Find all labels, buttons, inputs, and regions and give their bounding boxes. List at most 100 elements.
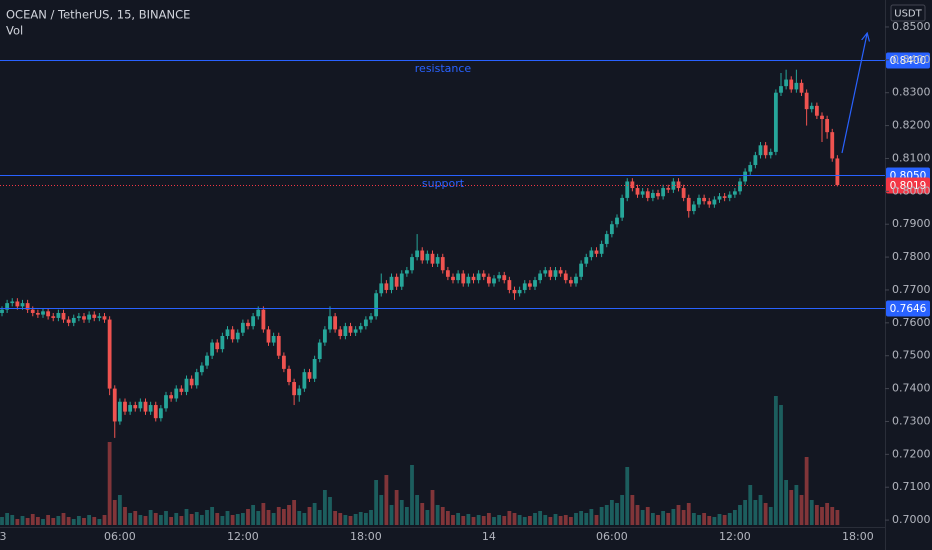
candle-body [184,378,189,392]
candle-body [527,283,532,287]
volume-bar [225,511,230,525]
candle-body [599,243,604,254]
volume-bar [681,510,686,525]
candle-body [235,332,240,340]
volume-bar [486,513,491,525]
volume-bar [743,500,748,525]
candle-body [82,316,86,320]
candle-body [456,273,461,281]
candle-body [773,92,778,152]
candle-body [466,276,471,284]
volume-bar [256,511,261,525]
candle-body [758,145,763,156]
volume-bar [322,490,327,525]
candle-body [707,201,712,205]
volume-bar [604,505,609,525]
candle-body [333,316,338,330]
volume-bar [435,505,440,525]
volume-bar [451,515,455,525]
volume-bar [738,505,742,525]
volume-bar [625,467,630,525]
volume-bar [599,507,604,525]
volume-bar [676,505,681,525]
candle-body [123,401,127,412]
y-tick-label: 0.8500 [892,20,931,33]
candle-body [440,257,445,271]
candle-body [107,319,112,389]
volume-bar [292,500,297,525]
candle-body [15,301,20,307]
volume-bar [251,505,256,525]
volume-bar [502,516,507,525]
candle-body [76,316,81,318]
volume-bar [328,497,332,525]
candle-body [594,250,599,254]
volume-bar [199,515,204,525]
volume-bar [0,517,4,525]
y-tick-label: 0.8100 [892,151,931,164]
candle-body [281,355,286,369]
candle-body [205,355,209,366]
volume-bar [809,500,814,525]
candle-body [640,191,645,195]
candle-body [661,188,666,197]
candle-body [814,105,819,116]
candle-body [738,181,742,192]
volume-bar [420,503,425,525]
volume-bar [717,514,722,525]
volume-bar [102,515,107,525]
level-label-box [886,300,930,317]
candle-body [112,388,117,422]
candle-body [732,191,737,195]
volume-bar [358,512,363,525]
candle-body [635,188,640,195]
volume-bar [46,515,51,525]
volume-bar [440,507,445,525]
volume-bar [363,513,368,525]
candle-body [358,326,363,330]
candle-body [825,119,830,133]
candle-body [522,283,527,290]
x-tick-label: 06:00 [104,530,136,543]
candle-body [353,329,358,333]
candle-body [430,253,435,264]
volume-bar [691,513,696,525]
candle-body [512,289,517,294]
candle-body [240,322,245,333]
candle-body [538,273,543,281]
candle-body [56,312,61,318]
candle-body [497,275,502,279]
volume-bar [799,495,804,525]
y-tick-label: 0.7800 [892,250,931,263]
volume-bar [763,503,768,525]
volume-bar [609,500,614,525]
volume-bar [41,519,45,525]
candle-body [461,273,466,284]
volume-bar [533,513,537,525]
candle-body [686,197,691,212]
volume-bar [276,507,281,525]
volume-bar [574,513,578,525]
volume-bar [71,519,76,525]
candle-body [502,275,507,281]
x-tick-label: 12:00 [719,530,751,543]
candle-body [30,309,35,313]
volume-bar [784,480,789,525]
candle-body [348,326,353,333]
forecast-arrow [841,34,867,154]
last-price-box [886,177,930,194]
candle-body [543,270,548,274]
candle-body [702,197,707,202]
candle-body [445,270,450,277]
x-tick-label: 3 [0,530,7,543]
volume-bar [97,519,102,525]
volume-bar [820,507,824,525]
volume-bar [794,485,799,525]
candle-body [794,82,799,90]
volume-bar [307,507,312,525]
candle-body [317,342,322,360]
y-tick-label: 0.8000 [892,184,931,197]
volume-bar [538,511,543,525]
volume-bar [825,503,830,525]
volume-bar [461,516,466,525]
